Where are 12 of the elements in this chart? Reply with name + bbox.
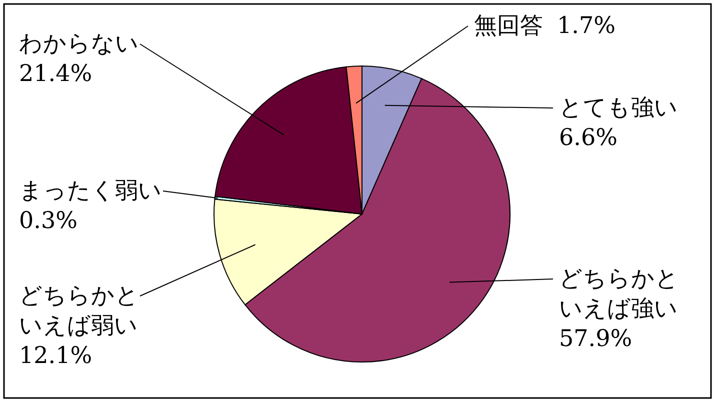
data-label: 6.6% — [559, 125, 618, 151]
slice-label: とても強い — [559, 95, 678, 121]
slice-label: 無回答 — [474, 13, 543, 39]
data-label: 12.1% — [19, 343, 92, 369]
slice-label: わからない — [19, 31, 139, 57]
data-label: 1.7% — [557, 13, 616, 39]
slice-label: どちらかといえば弱い — [19, 283, 139, 339]
slice-label: まったく弱い — [19, 178, 162, 204]
slice-label: どちらかといえば強い — [559, 266, 679, 322]
data-label: 21.4% — [19, 61, 92, 87]
data-label: 0.3% — [19, 208, 78, 234]
data-label: 57.9% — [559, 326, 632, 352]
